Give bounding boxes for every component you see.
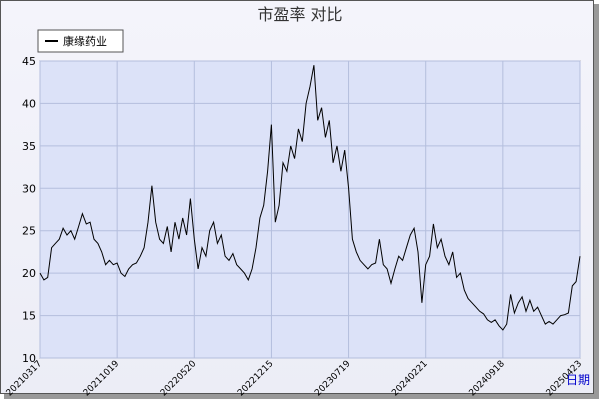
y-tick-label: 20 <box>22 267 36 280</box>
y-tick-label: 30 <box>22 182 36 195</box>
y-tick-label: 35 <box>22 140 36 153</box>
chart-title: 市盈率 对比 <box>257 5 342 24</box>
frame-shadow <box>4 394 599 399</box>
x-axis-label: 日期 <box>566 373 590 387</box>
legend-label: 康缘药业 <box>63 34 107 48</box>
y-tick-label: 40 <box>22 97 36 110</box>
y-tick-label: 10 <box>22 352 36 365</box>
plot-area <box>39 60 581 359</box>
frame-shadow <box>594 4 599 399</box>
y-tick-label: 45 <box>22 55 36 68</box>
y-tick-label: 15 <box>22 310 36 323</box>
legend-box <box>37 29 124 53</box>
y-tick-label: 25 <box>22 225 36 238</box>
line <box>39 65 581 331</box>
